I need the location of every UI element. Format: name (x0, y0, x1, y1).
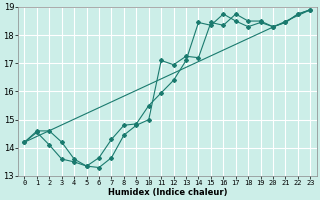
X-axis label: Humidex (Indice chaleur): Humidex (Indice chaleur) (108, 188, 227, 197)
